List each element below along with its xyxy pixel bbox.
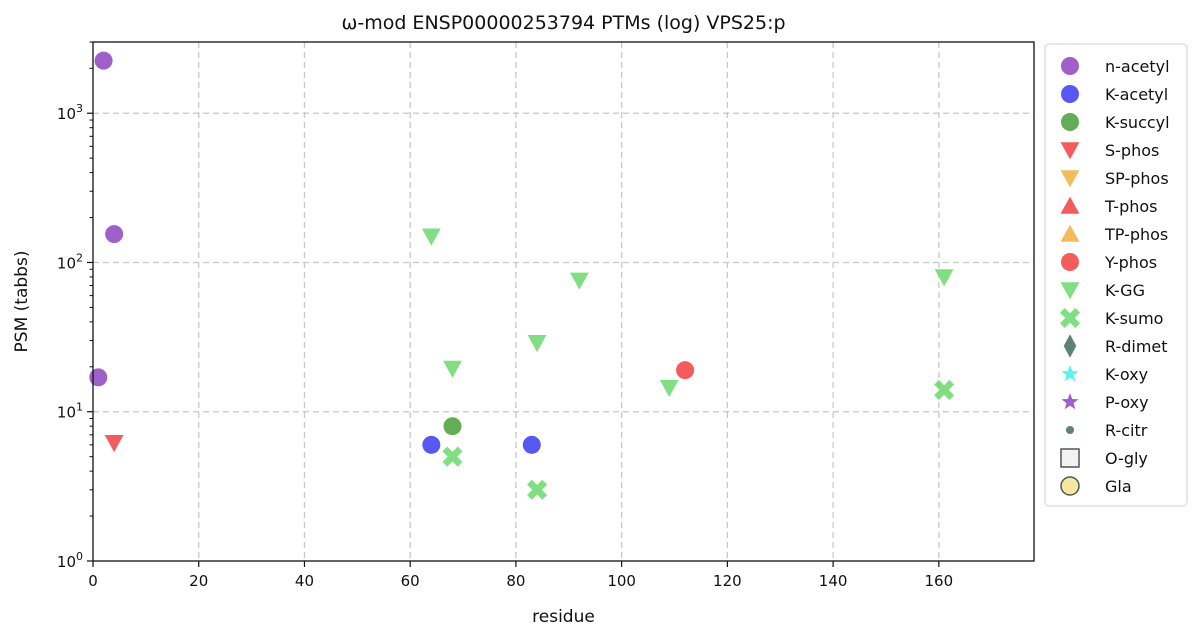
y-tick-base: 10 — [57, 105, 76, 123]
x-tick-label: 160 — [925, 572, 954, 590]
y-tick-exponent: 0 — [76, 550, 83, 563]
data-point — [94, 51, 113, 70]
x-tick-label: 20 — [189, 572, 208, 590]
data-points — [89, 51, 955, 500]
data-point — [443, 417, 462, 436]
legend-label: K-sumo — [1105, 309, 1163, 328]
legend-marker — [1061, 113, 1079, 131]
data-point — [569, 272, 589, 290]
legend-label: R-citr — [1105, 421, 1148, 440]
legend-item: O-gly — [1060, 448, 1148, 468]
y-tick-base: 10 — [57, 404, 76, 422]
legend-marker — [1061, 57, 1079, 75]
data-point — [676, 361, 695, 380]
legend-item: Y-phos — [1061, 253, 1157, 272]
y-tick-label: 103 — [57, 102, 83, 123]
legend-marker — [1065, 425, 1075, 435]
x-tick-label: 100 — [607, 572, 636, 590]
y-tick-label: 102 — [57, 251, 83, 272]
legend-item: T-phos — [1060, 196, 1158, 216]
legend-label: K-succyl — [1105, 113, 1170, 132]
legend-item: K-acetyl — [1061, 85, 1168, 104]
y-tick-exponent: 2 — [76, 251, 83, 264]
x-tick-label: 80 — [506, 572, 525, 590]
legend-label: T-phos — [1104, 197, 1158, 216]
legend-marker — [1061, 85, 1079, 103]
data-point — [105, 225, 124, 244]
legend: n-acetyl K-acetyl K-succyl S-phos SP-phos T-p… — [1044, 43, 1188, 507]
legend-label: R-dimet — [1105, 337, 1168, 356]
legend-label: K-acetyl — [1105, 85, 1168, 104]
x-tick-label: 40 — [295, 572, 314, 590]
data-point — [442, 446, 463, 467]
legend-item: R-dimet — [1063, 334, 1168, 358]
legend-item: K-oxy — [1061, 365, 1148, 384]
y-tick-base: 10 — [57, 254, 76, 272]
x-axis-label: residue — [532, 607, 595, 627]
legend-marker — [1059, 307, 1081, 329]
legend-label: K-oxy — [1105, 365, 1148, 384]
y-tick-exponent: 1 — [76, 401, 83, 414]
legend-marker — [1060, 142, 1080, 160]
y-axis-label: PSM (tabbs) — [12, 251, 32, 353]
legend-item: TP-phos — [1060, 224, 1168, 244]
legend-label: n-acetyl — [1105, 57, 1170, 76]
data-point — [89, 368, 108, 387]
legend-marker — [1060, 282, 1080, 300]
data-point — [659, 379, 679, 398]
x-tick-label: 0 — [88, 572, 98, 590]
legend-label: K-GG — [1105, 281, 1145, 300]
data-point — [104, 435, 124, 453]
legend-item: S-phos — [1060, 141, 1159, 160]
legend-item: Gla — [1060, 476, 1132, 496]
x-tick-label: 140 — [819, 572, 848, 590]
chart-title: ω-mod ENSP00000253794 PTMs (log) VPS25:p — [341, 12, 785, 34]
y-tick-label: 100 — [57, 550, 83, 571]
legend-item: P-oxy — [1061, 393, 1149, 412]
legend-item: n-acetyl — [1061, 57, 1170, 76]
data-point — [934, 269, 954, 287]
legend-item: K-sumo — [1059, 307, 1163, 329]
legend-marker — [1063, 334, 1077, 358]
data-point — [522, 435, 541, 454]
legend-label: P-oxy — [1105, 393, 1149, 412]
legend-label: O-gly — [1105, 449, 1148, 468]
legend-item: R-citr — [1065, 421, 1148, 440]
data-point — [421, 228, 441, 246]
legend-marker — [1060, 196, 1080, 214]
data-point — [443, 360, 462, 378]
legend-label: S-phos — [1105, 141, 1159, 160]
legend-label: Gla — [1105, 477, 1132, 496]
data-point — [934, 379, 955, 400]
legend-item: K-succyl — [1061, 113, 1170, 132]
legend-frame — [1044, 43, 1188, 507]
legend-item: SP-phos — [1060, 169, 1169, 188]
data-point — [527, 335, 547, 353]
legend-label: TP-phos — [1104, 225, 1168, 244]
legend-label: Y-phos — [1104, 253, 1157, 272]
plot-area-frame — [92, 41, 1035, 562]
y-tick-base: 10 — [57, 553, 76, 571]
y-tick-label: 101 — [57, 401, 83, 422]
legend-marker — [1060, 448, 1080, 468]
legend-marker — [1061, 253, 1079, 271]
legend-marker — [1061, 365, 1079, 382]
legend-marker — [1060, 170, 1080, 188]
data-point — [527, 479, 548, 500]
grid — [93, 42, 1034, 561]
legend-marker — [1060, 476, 1080, 496]
legend-marker — [1060, 224, 1080, 242]
x-tick-label: 120 — [713, 572, 742, 590]
legend-label: SP-phos — [1105, 169, 1169, 188]
y-tick-exponent: 3 — [76, 102, 83, 115]
legend-item: K-GG — [1060, 281, 1145, 300]
data-point — [422, 435, 441, 454]
legend-marker — [1061, 393, 1079, 410]
x-tick-label: 60 — [401, 572, 420, 590]
